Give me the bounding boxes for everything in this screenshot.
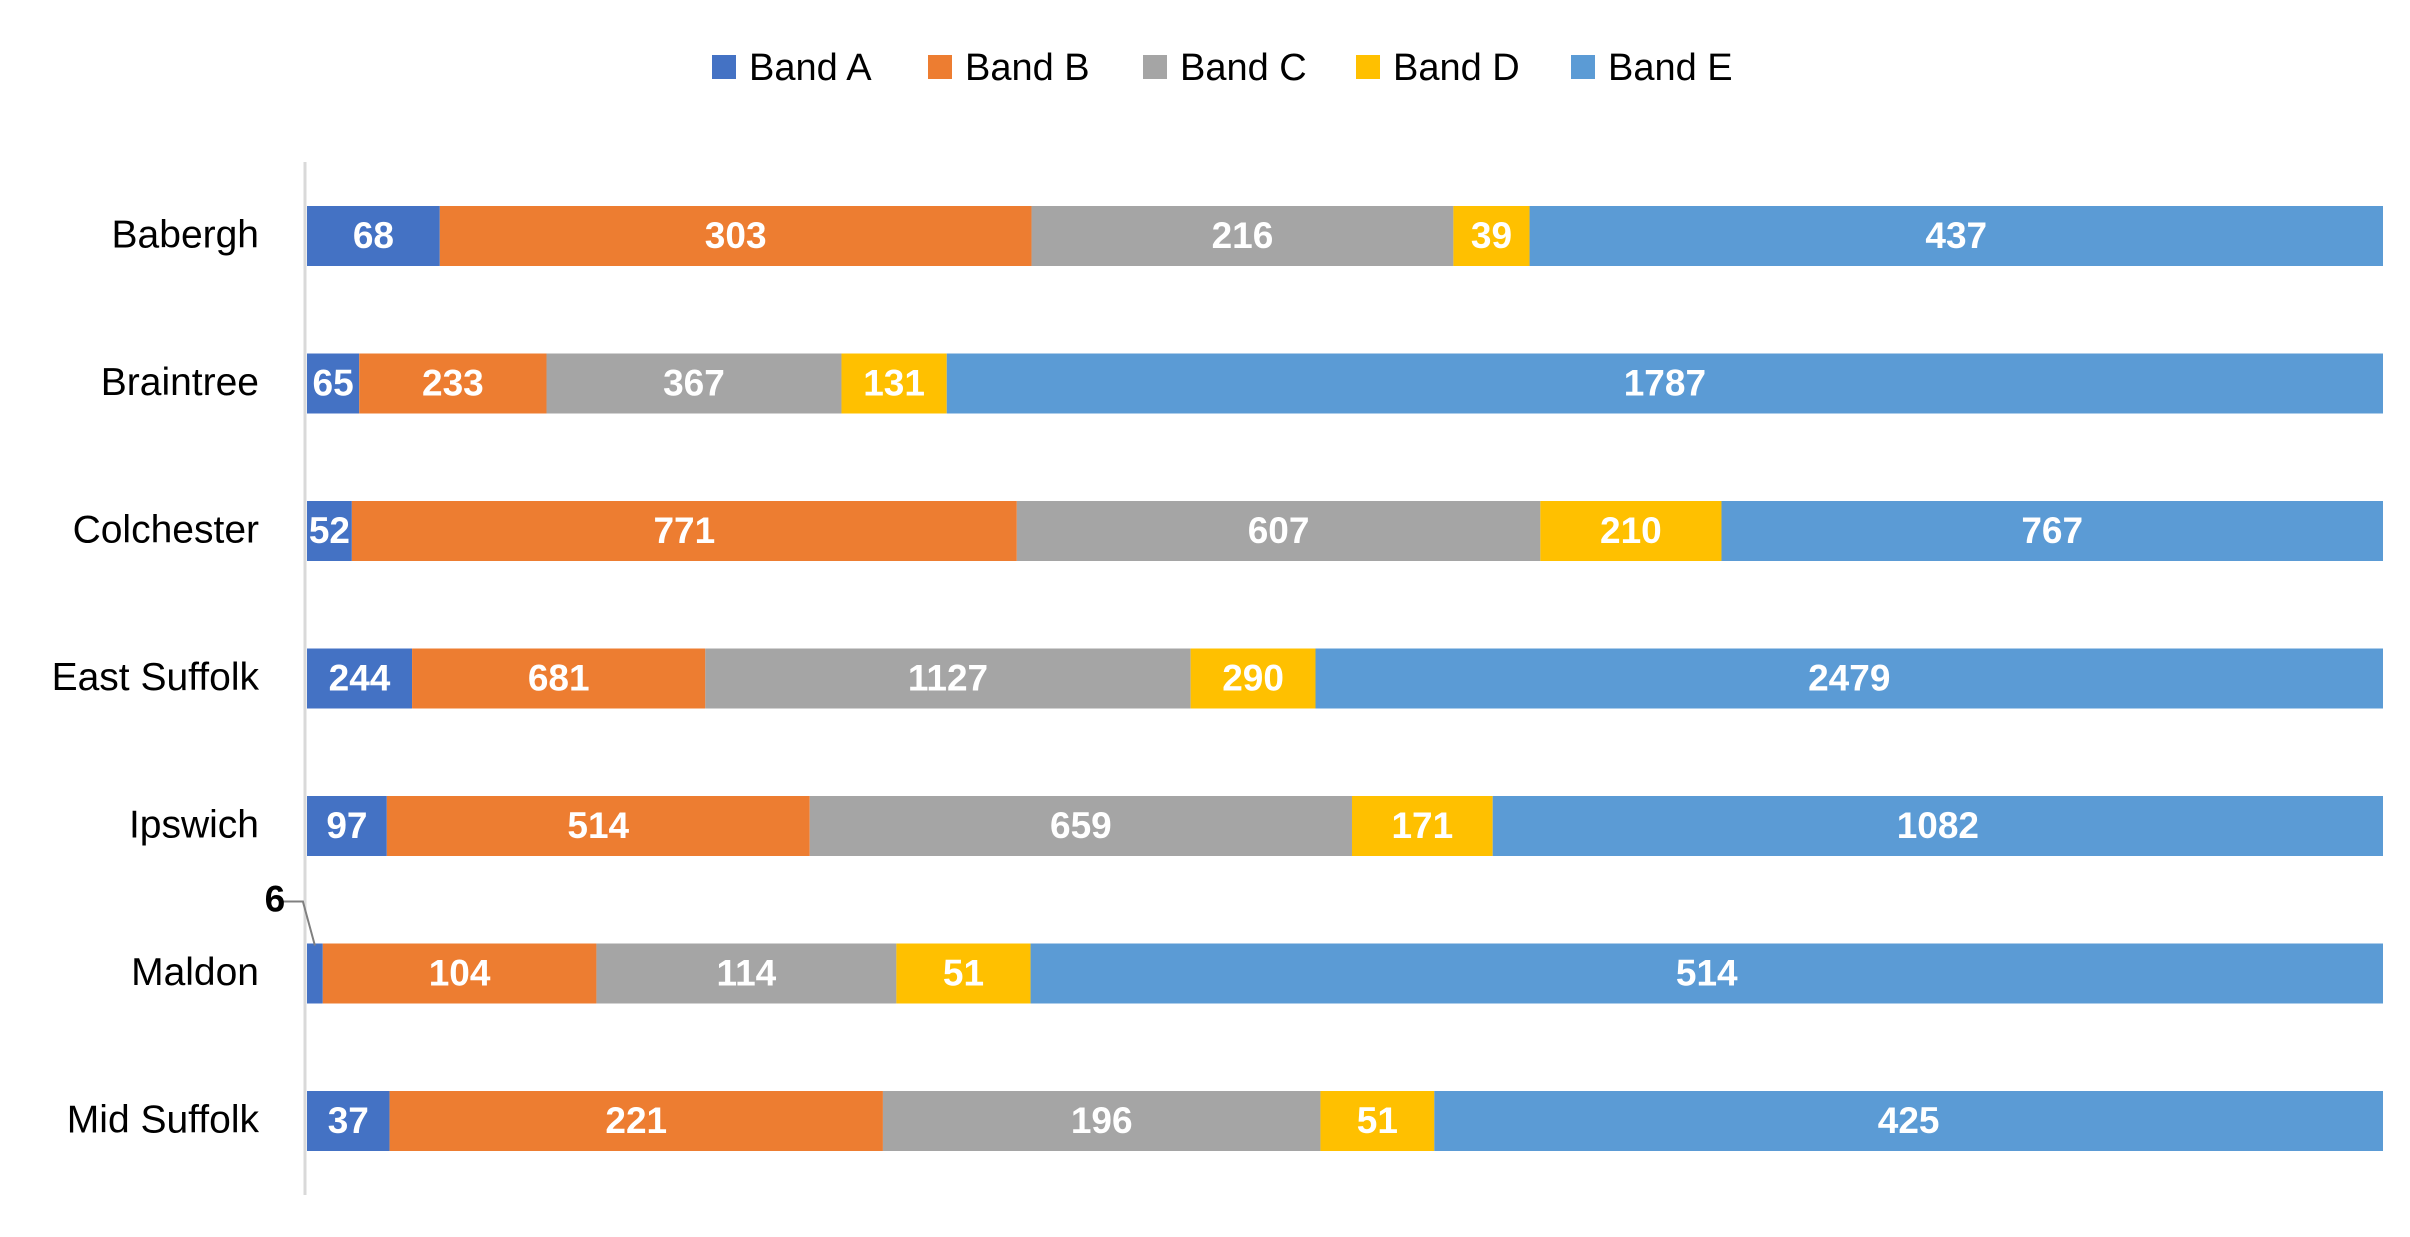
- bar-label-east-suffolk-band-d: 290: [1222, 657, 1284, 698]
- bar-colchester-band-b: [351, 501, 1017, 561]
- callouts: 6: [265, 878, 316, 946]
- bar-label-braintree-band-b: 233: [422, 362, 484, 403]
- bar-label-braintree-band-a: 65: [313, 362, 354, 403]
- bar-label-maldon-band-e: 514: [1676, 952, 1738, 993]
- bar-colchester-band-c: [1016, 501, 1541, 561]
- bar-label-east-suffolk-band-b: 681: [528, 657, 590, 698]
- bar-mid-suffolk-band-d: [1320, 1091, 1435, 1151]
- bar-colchester-band-a: [307, 501, 352, 561]
- bar-east-suffolk-band-c: [705, 648, 1191, 709]
- bar-label-mid-suffolk-band-c: 196: [1071, 1100, 1133, 1141]
- bar-label-colchester-band-d: 210: [1600, 510, 1662, 551]
- bar-label-ipswich-band-d: 171: [1391, 805, 1453, 846]
- bar-label-babergh-band-a: 68: [353, 215, 394, 256]
- legend-swatch-band-c: [1143, 55, 1167, 79]
- bar-ipswich-band-b: [386, 796, 810, 856]
- bar-ipswich-band-d: [1351, 796, 1493, 856]
- bar-label-braintree-band-e: 1787: [1624, 362, 1706, 403]
- category-label-mid-suffolk: Mid Suffolk: [67, 1098, 260, 1141]
- bar-label-braintree-band-c: 367: [663, 362, 725, 403]
- bar-east-suffolk-band-e: [1315, 648, 2383, 709]
- bar-babergh-band-d: [1453, 206, 1530, 266]
- bar-mid-suffolk-band-a: [307, 1091, 390, 1151]
- category-label-babergh: Babergh: [112, 213, 259, 256]
- legend-label-band-e: Band E: [1608, 47, 1733, 89]
- bar-braintree-band-b: [359, 353, 547, 414]
- bar-colchester-band-d: [1540, 501, 1722, 561]
- bar-maldon-band-d: [896, 943, 1031, 1004]
- category-label-maldon: Maldon: [131, 951, 259, 994]
- bar-label-ipswich-band-b: 514: [567, 805, 629, 846]
- bar-label-braintree-band-d: 131: [863, 362, 925, 403]
- category-label-ipswich: Ipswich: [129, 803, 259, 846]
- bar-label-colchester-band-e: 767: [2021, 510, 2083, 551]
- bar-label-maldon-band-d: 51: [943, 952, 984, 993]
- bar-label-ipswich-band-a: 97: [326, 805, 367, 846]
- bar-braintree-band-e: [946, 353, 2383, 414]
- bar-labels: 68 303 216 39 437 65 233 367 131 1787 52 771 607 210 7…: [309, 215, 2083, 1141]
- bar-label-mid-suffolk-band-a: 37: [328, 1100, 369, 1141]
- bar-label-babergh-band-e: 437: [1925, 215, 1987, 256]
- bar-label-ipswich-band-e: 1082: [1897, 805, 1979, 846]
- bar-label-babergh-band-b: 303: [705, 215, 767, 256]
- bar-label-maldon-band-c: 114: [717, 952, 777, 993]
- callout-leader-maldon: [282, 900, 316, 946]
- bar-braintree-band-c: [546, 353, 842, 414]
- bar-babergh-band-a: [307, 206, 440, 266]
- bar-label-east-suffolk-band-a: 244: [329, 657, 391, 698]
- bar-babergh-band-c: [1031, 206, 1454, 266]
- category-label-east-suffolk: East Suffolk: [52, 656, 260, 699]
- bar-maldon-band-e: [1030, 943, 2383, 1004]
- bar-label-mid-suffolk-band-b: 221: [605, 1100, 667, 1141]
- bar-maldon-band-b: [322, 943, 597, 1004]
- bar-label-colchester-band-c: 607: [1248, 510, 1310, 551]
- legend: Band A Band B Band C Band D Band E: [712, 47, 1733, 89]
- category-labels: Babergh Braintree Colchester East Suffolk Ip…: [52, 213, 260, 1141]
- legend-label-band-a: Band A: [749, 47, 872, 89]
- bar-babergh-band-b: [439, 206, 1032, 266]
- bar-maldon-band-a: [307, 943, 323, 1004]
- bar-east-suffolk-band-a: [307, 648, 413, 709]
- bar-braintree-band-a: [307, 353, 360, 414]
- legend-label-band-b: Band B: [965, 47, 1090, 89]
- bar-ipswich-band-c: [809, 796, 1352, 856]
- bar-maldon-band-c: [596, 943, 897, 1004]
- bar-label-east-suffolk-band-c: 1127: [908, 657, 988, 698]
- legend-swatch-band-d: [1356, 55, 1380, 79]
- legend-label-band-c: Band C: [1180, 47, 1307, 89]
- bar-label-colchester-band-a: 52: [309, 510, 350, 551]
- bar-label-east-suffolk-band-e: 2479: [1808, 657, 1890, 698]
- bar-label-mid-suffolk-band-d: 51: [1357, 1100, 1398, 1141]
- bar-colchester-band-e: [1721, 501, 2383, 561]
- legend-label-band-d: Band D: [1393, 47, 1520, 89]
- legend-swatch-band-e: [1571, 55, 1595, 79]
- bar-mid-suffolk-band-e: [1434, 1091, 2383, 1151]
- legend-swatch-band-b: [928, 55, 952, 79]
- legend-swatch-band-a: [712, 55, 736, 79]
- bar-label-babergh-band-d: 39: [1471, 215, 1512, 256]
- bar-label-colchester-band-b: 771: [653, 510, 715, 551]
- bar-ipswich-band-a: [307, 796, 387, 856]
- bar-babergh-band-e: [1529, 206, 2383, 266]
- category-label-colchester: Colchester: [73, 508, 259, 551]
- category-label-braintree: Braintree: [101, 361, 259, 404]
- bar-label-mid-suffolk-band-e: 425: [1878, 1100, 1940, 1141]
- bar-east-suffolk-band-b: [412, 648, 706, 709]
- bar-label-maldon-band-b: 104: [429, 952, 491, 993]
- bar-label-babergh-band-c: 216: [1212, 215, 1274, 256]
- callout-label-maldon-band-a: 6: [265, 878, 286, 919]
- bar-mid-suffolk-band-c: [882, 1091, 1321, 1151]
- bar-label-ipswich-band-c: 659: [1050, 805, 1112, 846]
- bar-mid-suffolk-band-b: [389, 1091, 883, 1151]
- bar-braintree-band-d: [841, 353, 947, 414]
- bars: [307, 206, 2383, 1151]
- bar-east-suffolk-band-d: [1190, 648, 1316, 709]
- bar-ipswich-band-e: [1492, 796, 2383, 856]
